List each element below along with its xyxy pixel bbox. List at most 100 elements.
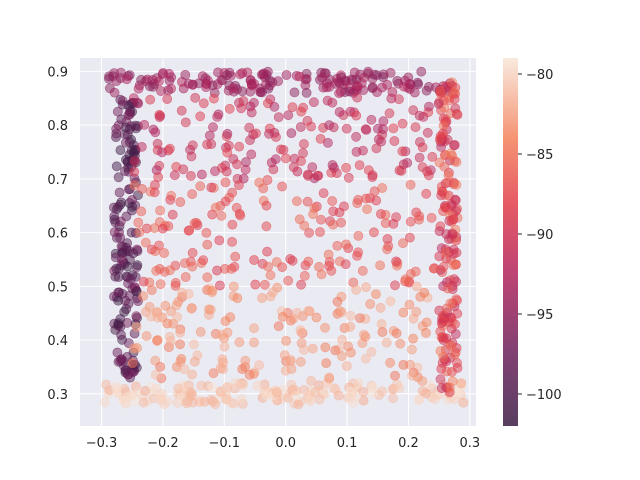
scatter-point — [448, 248, 459, 259]
scatter-point — [262, 246, 272, 257]
scatter-point — [148, 81, 158, 92]
scatter-point — [152, 138, 163, 149]
scatter-point — [306, 375, 316, 386]
scatter-point — [220, 196, 231, 207]
x-tick-label: −0.3 — [86, 436, 118, 451]
scatter-point — [127, 358, 138, 369]
scatter-point — [381, 337, 392, 348]
scatter-point — [198, 98, 209, 109]
scatter-point — [388, 393, 398, 403]
scatter-point — [407, 370, 417, 381]
scatter-point — [129, 166, 140, 177]
scatter-point — [408, 333, 418, 344]
scatter-point — [421, 327, 431, 338]
scatter-point — [299, 270, 310, 281]
scatter-point — [138, 276, 149, 287]
scatter-point — [345, 310, 356, 321]
x-tick-label: 0.1 — [337, 436, 358, 451]
scatter-point — [304, 227, 314, 238]
scatter-point — [280, 153, 291, 164]
scatter-point — [110, 271, 121, 282]
scatter-point — [218, 357, 228, 368]
scatter-point — [185, 391, 196, 401]
scatter-point — [352, 81, 363, 91]
scatter-point — [378, 72, 389, 82]
scatter-point — [443, 177, 453, 188]
scatter-point — [385, 68, 396, 78]
scatter-point — [113, 356, 124, 367]
scatter-point — [400, 274, 411, 285]
scatter-point — [140, 76, 151, 86]
scatter-point — [302, 196, 313, 207]
scatter-point — [195, 111, 206, 122]
scatter-point — [358, 329, 369, 340]
scatter-point — [236, 393, 247, 404]
scatter-point — [385, 296, 396, 307]
scatter-point — [151, 307, 162, 318]
scatter-point — [367, 170, 378, 181]
scatter-point — [105, 83, 115, 94]
scatter-point — [222, 128, 233, 139]
scatter-point — [293, 399, 304, 410]
scatter-point — [298, 148, 308, 158]
scatter-point — [327, 160, 338, 170]
scatter-point — [449, 274, 460, 285]
scatter-point — [337, 334, 347, 345]
scatter-point — [225, 312, 236, 323]
scatter-point — [341, 162, 351, 173]
scatter-point — [183, 78, 194, 89]
scatter-point — [214, 235, 225, 246]
scatter-point — [390, 280, 400, 291]
scatter-point — [164, 68, 174, 79]
scatter-point — [421, 188, 432, 199]
scatter-point — [422, 127, 433, 138]
scatter-point — [419, 287, 430, 298]
scatter-point — [121, 242, 131, 253]
scatter-point — [298, 344, 309, 355]
scatter-points — [100, 66, 469, 410]
scatter-point — [427, 151, 438, 162]
scatter-point — [294, 71, 305, 82]
scatter-point — [150, 127, 161, 138]
scatter-point — [234, 97, 244, 108]
scatter-point — [346, 74, 357, 85]
scatter-point — [336, 307, 347, 318]
scatter-point — [408, 105, 419, 116]
scatter-point — [138, 397, 149, 408]
scatter-point — [187, 189, 197, 199]
scatter-point — [261, 200, 272, 211]
scatter-point — [227, 236, 237, 247]
scatter-point — [227, 219, 238, 230]
x-tick-label: 0.3 — [460, 436, 481, 451]
scatter-point — [351, 110, 362, 121]
scatter-point — [244, 369, 255, 380]
scatter-point — [441, 202, 452, 213]
scatter-point — [169, 170, 180, 181]
scatter-point — [313, 170, 324, 181]
scatter-point — [121, 74, 132, 85]
scatter-point — [345, 347, 356, 358]
scatter-point — [109, 202, 119, 213]
scatter-point — [314, 261, 324, 272]
scatter-point — [412, 77, 423, 88]
scatter-point — [280, 365, 291, 376]
scatter-point — [164, 143, 175, 154]
scatter-point — [111, 128, 122, 139]
scatter-point — [409, 87, 420, 98]
scatter-point — [116, 197, 127, 208]
colorbar-tick-label: −100 — [526, 388, 562, 403]
scatter-point — [367, 82, 378, 93]
scatter-point — [157, 223, 168, 234]
scatter-point — [269, 127, 280, 138]
scatter-point — [261, 221, 272, 232]
scatter-point — [222, 382, 232, 393]
scatter-point — [254, 360, 265, 370]
scatter-point — [268, 287, 278, 298]
scatter-point — [405, 179, 416, 190]
scatter-point — [358, 145, 368, 156]
scatter-point — [101, 379, 111, 390]
scatter-point — [273, 112, 284, 122]
scatter-point — [207, 382, 218, 393]
scatter-point — [363, 66, 373, 77]
scatter-point — [358, 386, 369, 397]
